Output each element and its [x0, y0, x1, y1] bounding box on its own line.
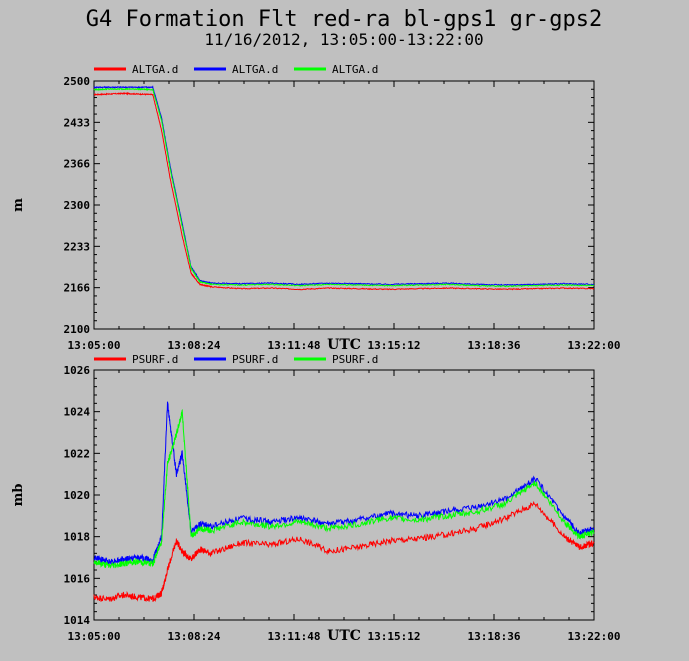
x-tick-label: 13:18:36 — [468, 339, 521, 352]
series-line — [93, 91, 595, 291]
y-tick-label: 1022 — [64, 447, 91, 460]
series-line — [93, 500, 595, 603]
y-axis-label: m — [11, 198, 26, 212]
y-tick-label: 2166 — [64, 282, 91, 295]
x-tick-label: 13:15:12 — [368, 339, 421, 352]
series-line — [93, 401, 595, 566]
legend-label: PSURF.d — [232, 353, 278, 366]
x-tick-label: 13:11:48 — [268, 339, 321, 352]
chart-title: G4 Formation Flt red-ra bl-gps1 gr-gps2 — [86, 7, 603, 32]
x-tick-label: 13:11:48 — [268, 630, 321, 643]
legend-label: ALTGA.d — [332, 63, 378, 76]
legend-label: PSURF.d — [332, 353, 378, 366]
legend-label: ALTGA.d — [132, 63, 178, 76]
pressure-panel: 1026 1024 1022 1020 1018 1016 1014 13:05:00 13:0… — [11, 353, 620, 644]
x-tick-label: 13:18:36 — [468, 630, 521, 643]
x-tick-label: 13:05:00 — [68, 630, 121, 643]
y-tick-label: 1024 — [64, 406, 91, 419]
y-tick-label: 1014 — [64, 614, 91, 627]
x-tick-label: 13:08:24 — [168, 630, 221, 643]
series-line — [93, 87, 595, 288]
x-tick-label: 13:15:12 — [368, 630, 421, 643]
x-axis-label: UTC — [327, 337, 361, 353]
y-tick-label: 1016 — [64, 572, 91, 585]
x-tick-label: 13:08:24 — [168, 339, 221, 352]
altitude-panel: 2500 2433 2366 2300 2233 2166 2100 13:05:00 13:0… — [11, 63, 620, 353]
y-tick-label: 2366 — [64, 158, 91, 171]
plot-frame — [93, 369, 595, 621]
legend-label: PSURF.d — [132, 353, 178, 366]
x-tick-label: 13:22:00 — [568, 339, 621, 352]
y-tick-label: 2500 — [64, 75, 91, 88]
x-tick-label: 13:05:00 — [68, 339, 121, 352]
y-tick-label: 1026 — [64, 364, 91, 377]
y-tick-label: 1018 — [64, 531, 91, 544]
y-tick-label: 2233 — [64, 240, 91, 253]
plot-frame — [93, 80, 595, 330]
chart-subtitle: 11/16/2012, 13:05:00-13:22:00 — [204, 30, 483, 49]
y-tick-label: 2433 — [64, 116, 91, 129]
x-axis-label: UTC — [327, 628, 361, 644]
y-axis-label: mb — [11, 484, 26, 507]
y-tick-label: 2100 — [64, 323, 91, 336]
legend-label: ALTGA.d — [232, 63, 278, 76]
y-tick-label: 2300 — [64, 199, 91, 212]
x-tick-label: 13:22:00 — [568, 630, 621, 643]
y-tick-label: 1020 — [64, 489, 91, 502]
series-line — [93, 409, 595, 569]
series-line — [93, 85, 594, 286]
